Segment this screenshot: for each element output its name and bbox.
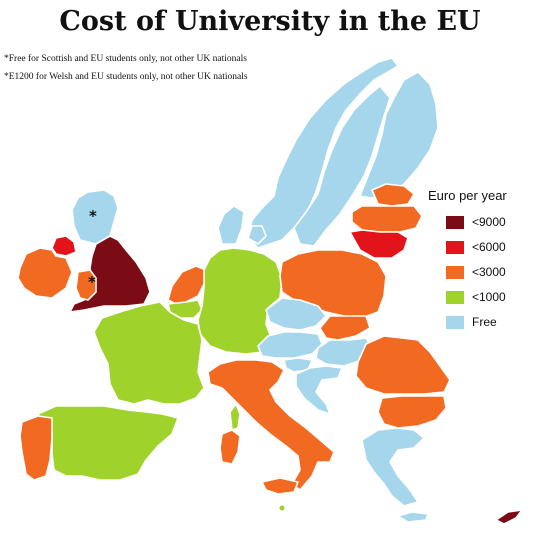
legend-swatch [446, 215, 464, 229]
legend-item-6000: <6000 [428, 236, 536, 258]
map-title: Cost of University in the EU [59, 6, 481, 37]
region-netherlands [167, 265, 207, 305]
region-italy-sicily [261, 477, 299, 495]
region-romania [355, 335, 451, 395]
region-malta [279, 505, 285, 511]
region-sweden [293, 85, 391, 247]
legend-swatch [446, 240, 464, 254]
marker-scotland: * [89, 207, 97, 225]
footnote-scotland: *Free for Scottish and EU students only,… [4, 54, 247, 64]
legend-swatch [446, 290, 464, 304]
marker-wales: * [88, 273, 96, 291]
legend-label: <9000 [472, 215, 506, 229]
legend-item-3000: <3000 [428, 261, 536, 283]
region-bulgaria [377, 395, 447, 429]
region-france [93, 301, 205, 405]
region-croatia [295, 365, 343, 415]
legend-title: Euro per year [428, 188, 507, 203]
region-denmark-island [247, 225, 267, 245]
region-spain [37, 405, 179, 481]
region-italy [207, 359, 335, 491]
region-estonia [371, 183, 415, 207]
legend-label: <1000 [472, 290, 506, 304]
region-greece-crete [397, 511, 429, 523]
region-northern-ireland [51, 235, 77, 257]
region-cyprus [495, 509, 523, 525]
legend-item-1000: <1000 [428, 286, 536, 308]
region-denmark [217, 205, 245, 245]
region-latvia [351, 205, 423, 233]
legend-label: <3000 [472, 265, 506, 279]
legend-swatch [446, 265, 464, 279]
region-slovakia [319, 315, 371, 341]
region-wales [75, 269, 97, 301]
region-czech-republic [265, 297, 327, 331]
legend: Euro per year <9000 <6000 <3000 <1000 Fr… [428, 188, 536, 336]
region-corsica [229, 403, 241, 431]
legend-swatch [446, 315, 464, 329]
legend-label: <6000 [472, 240, 506, 254]
legend-label: Free [472, 315, 497, 329]
region-ireland [17, 247, 73, 299]
region-poland [279, 249, 387, 319]
region-norway [247, 57, 399, 249]
footnote-wales: *E1200 for Welsh and EU students only, n… [4, 72, 248, 82]
legend-item-9000: <9000 [428, 211, 536, 233]
legend-item-free: Free [428, 311, 536, 333]
region-sardinia [219, 429, 241, 465]
region-portugal [19, 415, 53, 481]
region-lithuania [349, 229, 409, 259]
region-austria [257, 331, 323, 359]
region-greece [361, 427, 425, 507]
